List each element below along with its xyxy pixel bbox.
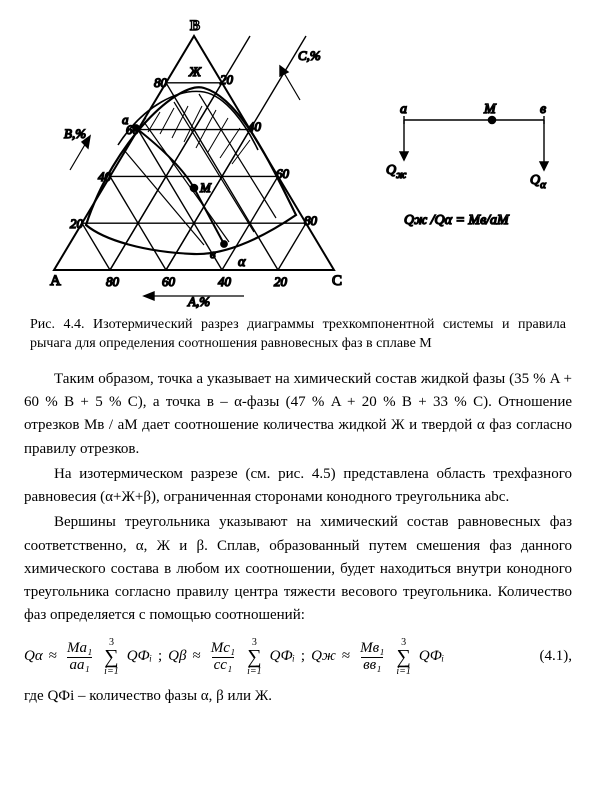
svg-text:M: M xyxy=(483,102,497,117)
figure-caption: Рис. 4.4. Изотермический разрез диаграмм… xyxy=(30,316,566,354)
svg-text:20: 20 xyxy=(220,72,234,87)
where-line: где QФi – количество фазы α, β или Ж. xyxy=(24,685,572,708)
svg-text:60: 60 xyxy=(162,274,176,289)
svg-text:a: a xyxy=(400,102,407,117)
paragraph-1: Таким образом, точка a указывает на хими… xyxy=(24,368,572,461)
svg-text:40: 40 xyxy=(218,274,232,289)
equation-4-1: Qα ≈ Ma₁ aa₁ 3 ∑ i=1 QФᵢ ; Qβ ≈ Mc₁ cc₁ … xyxy=(24,638,572,677)
ternary-triangle: A B C В,% А,% C,% 20 40 60 80 20 xyxy=(50,18,342,309)
svg-text:60: 60 xyxy=(276,166,290,181)
lever-rule: a M в Qж Qα Qж /Qα = Mв/aM xyxy=(386,102,548,228)
svg-text:в: в xyxy=(540,102,546,117)
ternary-lever-svg: A B C В,% А,% C,% 20 40 60 80 20 xyxy=(24,10,572,310)
svg-text:Qж: Qж xyxy=(386,163,407,181)
svg-text:В,%: В,% xyxy=(64,126,86,141)
svg-text:80: 80 xyxy=(106,274,120,289)
svg-text:Ж: Ж xyxy=(188,64,202,79)
svg-text:B: B xyxy=(190,18,200,34)
paragraph-3: Вершины треугольника указывают на химиче… xyxy=(24,511,572,627)
equation-number: (4.1), xyxy=(540,645,573,668)
eq-lhs3: Qж xyxy=(311,648,336,664)
svg-text:a: a xyxy=(122,112,129,127)
svg-text:80: 80 xyxy=(154,75,168,90)
svg-text:C: C xyxy=(332,273,342,289)
svg-text:A: A xyxy=(50,273,61,289)
svg-text:40: 40 xyxy=(248,119,262,134)
svg-text:40: 40 xyxy=(98,169,112,184)
eq-lhs2: Qβ xyxy=(168,648,186,664)
svg-text:Qα: Qα xyxy=(530,173,546,191)
svg-text:α: α xyxy=(238,255,246,270)
svg-text:Qж /Qα = Mв/aM: Qж /Qα = Mв/aM xyxy=(404,213,510,228)
paragraph-2: На изотермическом разрезе (см. рис. 4.5)… xyxy=(24,463,572,510)
svg-text:20: 20 xyxy=(70,216,84,231)
svg-text:C,%: C,% xyxy=(298,48,321,63)
eq-lhs1: Qα xyxy=(24,648,43,664)
svg-text:в: в xyxy=(210,246,216,261)
svg-text:M: M xyxy=(199,180,212,195)
svg-text:20: 20 xyxy=(274,274,288,289)
svg-text:80: 80 xyxy=(304,213,318,228)
figure-4-4: A B C В,% А,% C,% 20 40 60 80 20 xyxy=(24,10,572,310)
